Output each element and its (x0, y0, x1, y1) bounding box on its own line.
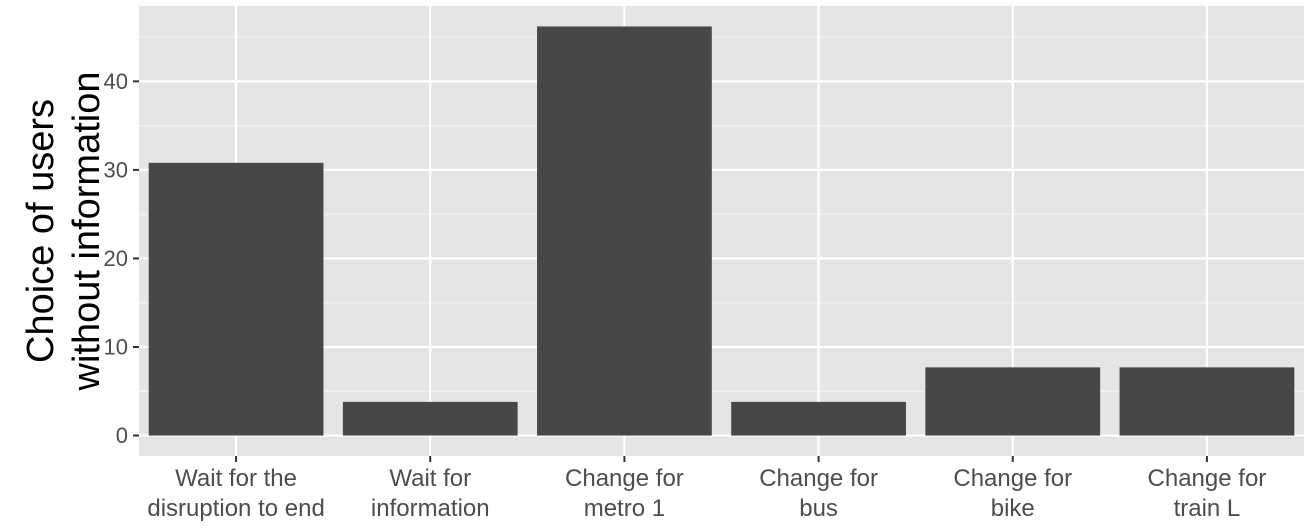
y-axis-title-line: without information (66, 72, 108, 392)
x-tick-label-line: bus (799, 495, 838, 522)
x-tick-label: Change for bike (953, 465, 1072, 522)
bar (342, 401, 518, 436)
x-tick-label-line: disruption to end (147, 495, 324, 522)
bar (148, 162, 324, 436)
minor-gridlines (139, 36, 1304, 392)
x-tick-label-line: metro 1 (584, 495, 665, 522)
y-tick-label: 30 (104, 157, 128, 182)
y-axis-title-line: Choice of users (20, 99, 62, 363)
x-tick-label: Change for train L (1148, 465, 1267, 522)
bars (148, 26, 1295, 436)
y-tick-label: 40 (104, 69, 128, 94)
x-axis-ticks: Wait for the disruption to end Wait for inf… (147, 456, 1266, 522)
x-tick-label-line: Change for (1148, 465, 1267, 492)
bar (1119, 367, 1295, 436)
x-tick-label-line: Change for (565, 465, 684, 492)
x-tick-label-line: Change for (759, 465, 878, 492)
x-tick-label-line: Wait for (389, 465, 471, 492)
y-tick-label: 0 (116, 423, 128, 448)
x-tick-label-line: Wait for the (175, 465, 297, 492)
x-tick-label: Wait for the disruption to end (147, 465, 324, 522)
x-tick-label-line: information (371, 495, 490, 522)
x-tick-label: Wait for information (371, 465, 490, 522)
x-tick-label-line: train L (1174, 495, 1241, 522)
y-tick-label: 20 (104, 246, 128, 271)
y-tick-label: 10 (104, 334, 128, 359)
x-tick-label: Change for metro 1 (565, 465, 684, 522)
y-axis-ticks: 0 10 20 30 40 (104, 69, 139, 448)
bar (731, 401, 906, 436)
bar (537, 26, 712, 436)
x-tick-label: Change for bus (759, 465, 878, 522)
y-axis-title: Choice of users without information (20, 72, 108, 392)
x-tick-label-line: Change for (953, 465, 1072, 492)
x-tick-label-line: bike (991, 495, 1035, 522)
bar (925, 367, 1101, 436)
